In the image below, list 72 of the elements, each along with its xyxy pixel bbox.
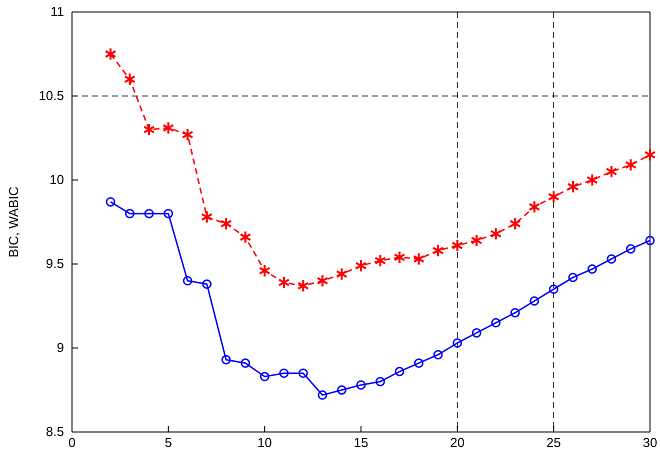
- point: [182, 276, 192, 286]
- point: [394, 366, 404, 376]
- point: [394, 250, 406, 264]
- point: [298, 368, 308, 378]
- point: [433, 350, 443, 360]
- point: [548, 284, 558, 294]
- point: [221, 355, 231, 364]
- y-tick-label: 10: [50, 172, 64, 188]
- point: [624, 158, 637, 172]
- point: [645, 236, 655, 246]
- point: [106, 197, 116, 207]
- y-axis-title: BIC, WABIC: [6, 186, 21, 258]
- point: [412, 252, 425, 266]
- point: [125, 208, 135, 218]
- point: [202, 279, 212, 289]
- point: [626, 244, 636, 254]
- point: [258, 264, 271, 278]
- point: [336, 267, 348, 281]
- x-tick-label: 0: [68, 435, 76, 450]
- point: [606, 254, 616, 264]
- point: [414, 358, 424, 368]
- point: [182, 128, 194, 142]
- point: [144, 208, 154, 218]
- x-tick-label: 5: [164, 435, 172, 450]
- x-tick-label: 30: [642, 435, 658, 450]
- point: [143, 122, 155, 136]
- point: [587, 264, 597, 274]
- y-tick-label: 9: [56, 340, 64, 356]
- point: [510, 308, 520, 318]
- point: [356, 380, 366, 390]
- x-tick-label: 10: [257, 435, 272, 450]
- point: [586, 173, 598, 187]
- point: [491, 318, 501, 328]
- point: [451, 238, 464, 252]
- x-tick-label: 25: [546, 435, 561, 450]
- point: [336, 385, 346, 395]
- point: [528, 200, 540, 214]
- y-tick-label: 10.5: [38, 88, 64, 104]
- point: [124, 72, 136, 86]
- point: [240, 358, 250, 368]
- y-tick-label: 8.5: [46, 424, 64, 440]
- point: [606, 164, 618, 178]
- point: [318, 390, 328, 400]
- point: [104, 47, 116, 61]
- point: [200, 210, 213, 224]
- point: [374, 254, 386, 268]
- y-tick-label: 11: [50, 4, 64, 20]
- point: [568, 272, 578, 282]
- point: [164, 208, 174, 218]
- point: [162, 121, 174, 135]
- point: [239, 230, 252, 244]
- point: [220, 217, 232, 230]
- point: [509, 217, 522, 230]
- point: [452, 338, 462, 348]
- point: [470, 234, 483, 248]
- point: [316, 274, 328, 288]
- point: [432, 244, 444, 258]
- x-tick-label: 20: [450, 435, 465, 450]
- point: [279, 368, 289, 378]
- point: [260, 372, 270, 382]
- point: [472, 328, 482, 338]
- point: [644, 148, 656, 162]
- point: [548, 190, 560, 204]
- point: [278, 276, 290, 290]
- point: [567, 180, 579, 194]
- point: [490, 227, 502, 240]
- x-tick-label: 15: [354, 435, 368, 450]
- point: [530, 296, 540, 306]
- point: [376, 376, 386, 386]
- point: [297, 279, 310, 292]
- point: [355, 259, 367, 272]
- y-tick-label: 9.5: [46, 256, 64, 272]
